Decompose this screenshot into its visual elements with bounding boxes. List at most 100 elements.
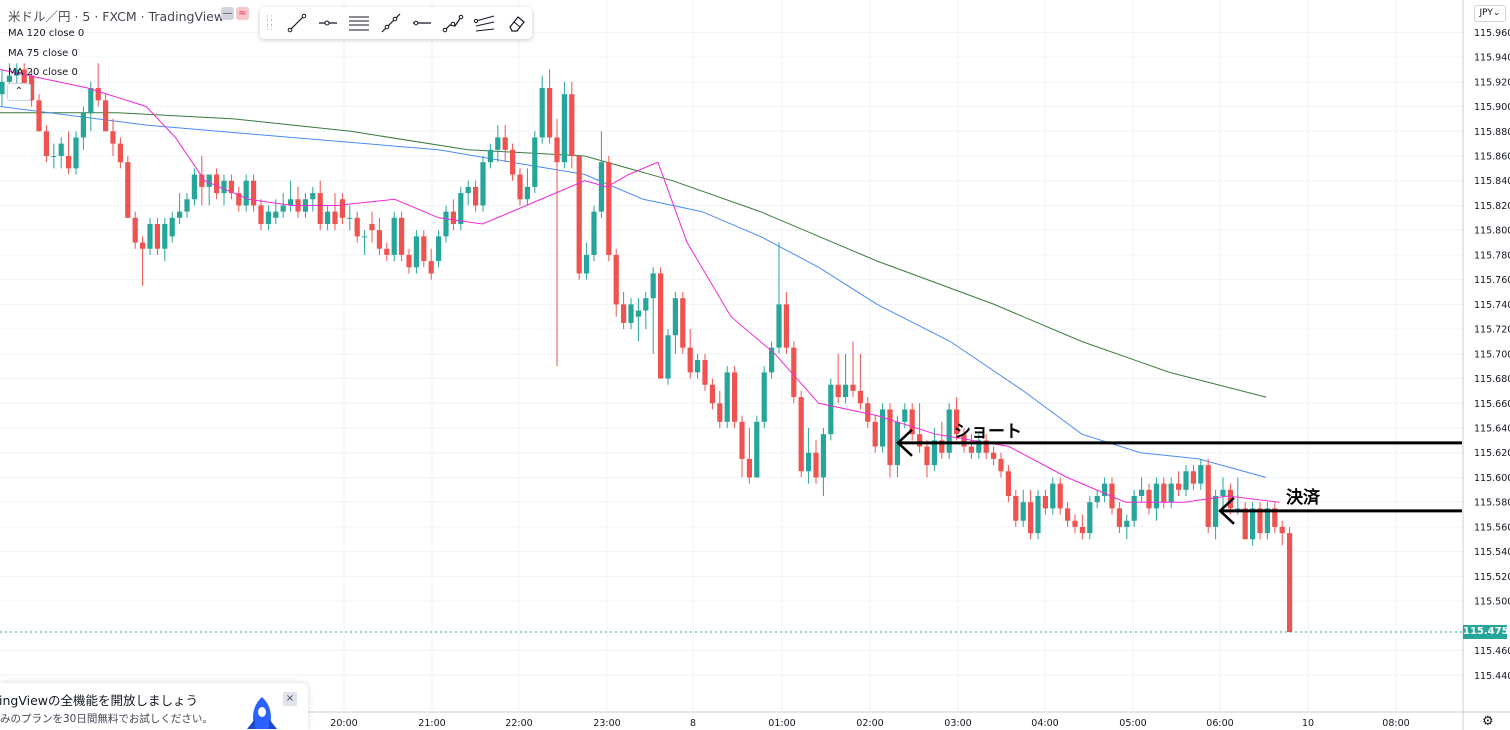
y-tick-label: 115.520	[1474, 572, 1510, 583]
candle-body	[1116, 508, 1122, 527]
ma120-label[interactable]: MA 120 close 0	[8, 28, 85, 39]
trend-line-icon[interactable]	[284, 11, 310, 35]
candle-body	[547, 88, 553, 138]
candle-body	[1264, 508, 1270, 534]
candle-body	[184, 199, 190, 212]
ma75-label[interactable]: MA 75 close 0	[8, 48, 78, 59]
candle-body	[117, 143, 123, 163]
candle-body	[1272, 508, 1278, 527]
candle-body	[613, 254, 619, 305]
x-tick-label: 20:00	[330, 718, 357, 729]
annotation-arrow	[896, 428, 913, 457]
ma20-label[interactable]: MA 20 close 0	[8, 67, 78, 78]
candle-body	[1079, 526, 1085, 534]
candle-body	[147, 224, 153, 249]
gear-icon[interactable]: ⚙	[1482, 714, 1494, 729]
y-tick-label: 115.460	[1474, 646, 1510, 657]
candle-body	[1257, 508, 1263, 534]
candle-body	[1213, 496, 1219, 527]
collapse-legend-button[interactable]: ⌃	[7, 83, 31, 101]
candle-body	[776, 304, 782, 348]
data-delayed-icon: ≈	[236, 7, 249, 20]
extended-line-icon[interactable]	[378, 11, 404, 35]
candle-body	[0, 81, 5, 95]
candle-body	[280, 205, 286, 212]
candle-body	[732, 372, 738, 422]
y-tick-label: 115.900	[1474, 102, 1510, 113]
annotation-arrow	[1218, 496, 1235, 525]
path-icon[interactable]	[440, 11, 466, 35]
candle-body	[650, 273, 656, 299]
candle-body	[1168, 483, 1174, 503]
candle-body	[29, 75, 35, 101]
y-tick-label: 115.720	[1474, 325, 1510, 336]
fib-channel-icon[interactable]	[472, 11, 498, 35]
y-tick-label: 115.560	[1474, 522, 1510, 533]
candle-body	[724, 372, 730, 422]
candle-body	[828, 384, 834, 435]
x-tick-label: 23:00	[593, 718, 620, 729]
close-icon[interactable]: ×	[283, 692, 297, 706]
candle-body	[850, 384, 856, 391]
candle-body	[1065, 508, 1071, 521]
candle-body	[36, 100, 42, 132]
candle-body	[339, 199, 345, 218]
candle-body	[798, 397, 804, 472]
candle-body	[680, 298, 686, 348]
candle-body	[206, 174, 212, 187]
candle-body	[1042, 496, 1048, 509]
eraser-icon[interactable]	[503, 11, 529, 35]
candle-body	[628, 304, 634, 323]
candle-body	[672, 298, 678, 336]
horizontal-line-icon[interactable]	[409, 11, 435, 35]
market-status-icon: —	[221, 7, 234, 20]
candle-body	[1050, 483, 1056, 509]
short-label: ショート	[954, 421, 1022, 442]
y-tick-label: 115.740	[1474, 300, 1510, 311]
candle-body	[154, 224, 160, 249]
candle-body	[554, 137, 560, 163]
candle-body	[1235, 508, 1241, 510]
candle-body	[998, 458, 1004, 472]
drag-handle-icon[interactable]: ::::::	[266, 13, 275, 33]
candle-body	[1176, 483, 1182, 490]
x-tick-label: 21:00	[418, 718, 445, 729]
candle-body	[243, 180, 249, 206]
settle-label: 決済	[1286, 487, 1320, 508]
ma75-line	[0, 106, 1267, 478]
candle-body	[1057, 483, 1063, 509]
candle-body	[717, 403, 723, 422]
x-tick-label: 08:00	[1382, 718, 1409, 729]
candle-body	[709, 384, 715, 404]
candle-body	[643, 298, 649, 311]
candle-body	[835, 384, 841, 398]
candle-body	[1102, 483, 1108, 496]
y-tick-label: 115.700	[1474, 349, 1510, 360]
x-tick-label: 04:00	[1031, 718, 1058, 729]
currency-selector[interactable]: JPY⌄	[1474, 5, 1506, 22]
candle-body	[1190, 471, 1196, 484]
candle-body	[909, 409, 915, 435]
x-tick-label: 05:00	[1119, 718, 1146, 729]
candle-body	[376, 230, 382, 249]
candle-body	[843, 384, 849, 398]
y-tick-label: 115.620	[1474, 448, 1510, 459]
candle-body	[983, 440, 989, 453]
candle-body	[236, 193, 242, 206]
candle-body	[58, 143, 64, 156]
candle-body	[1205, 465, 1211, 527]
symbol-title[interactable]: 米ドル／円 · 5 · FXCM · TradingView	[8, 9, 225, 24]
fib-retracement-icon[interactable]	[346, 11, 372, 35]
candle-body	[369, 224, 375, 231]
candle-body	[51, 156, 57, 157]
candle-body	[6, 75, 12, 82]
candle-body	[1035, 496, 1041, 534]
candle-body	[251, 180, 257, 206]
candle-body	[1013, 496, 1019, 521]
candle-body	[1087, 502, 1093, 534]
candle-body	[635, 310, 641, 317]
candle-body	[480, 162, 486, 206]
candle-body	[177, 211, 183, 218]
horizontal-ray-icon[interactable]	[315, 11, 341, 35]
